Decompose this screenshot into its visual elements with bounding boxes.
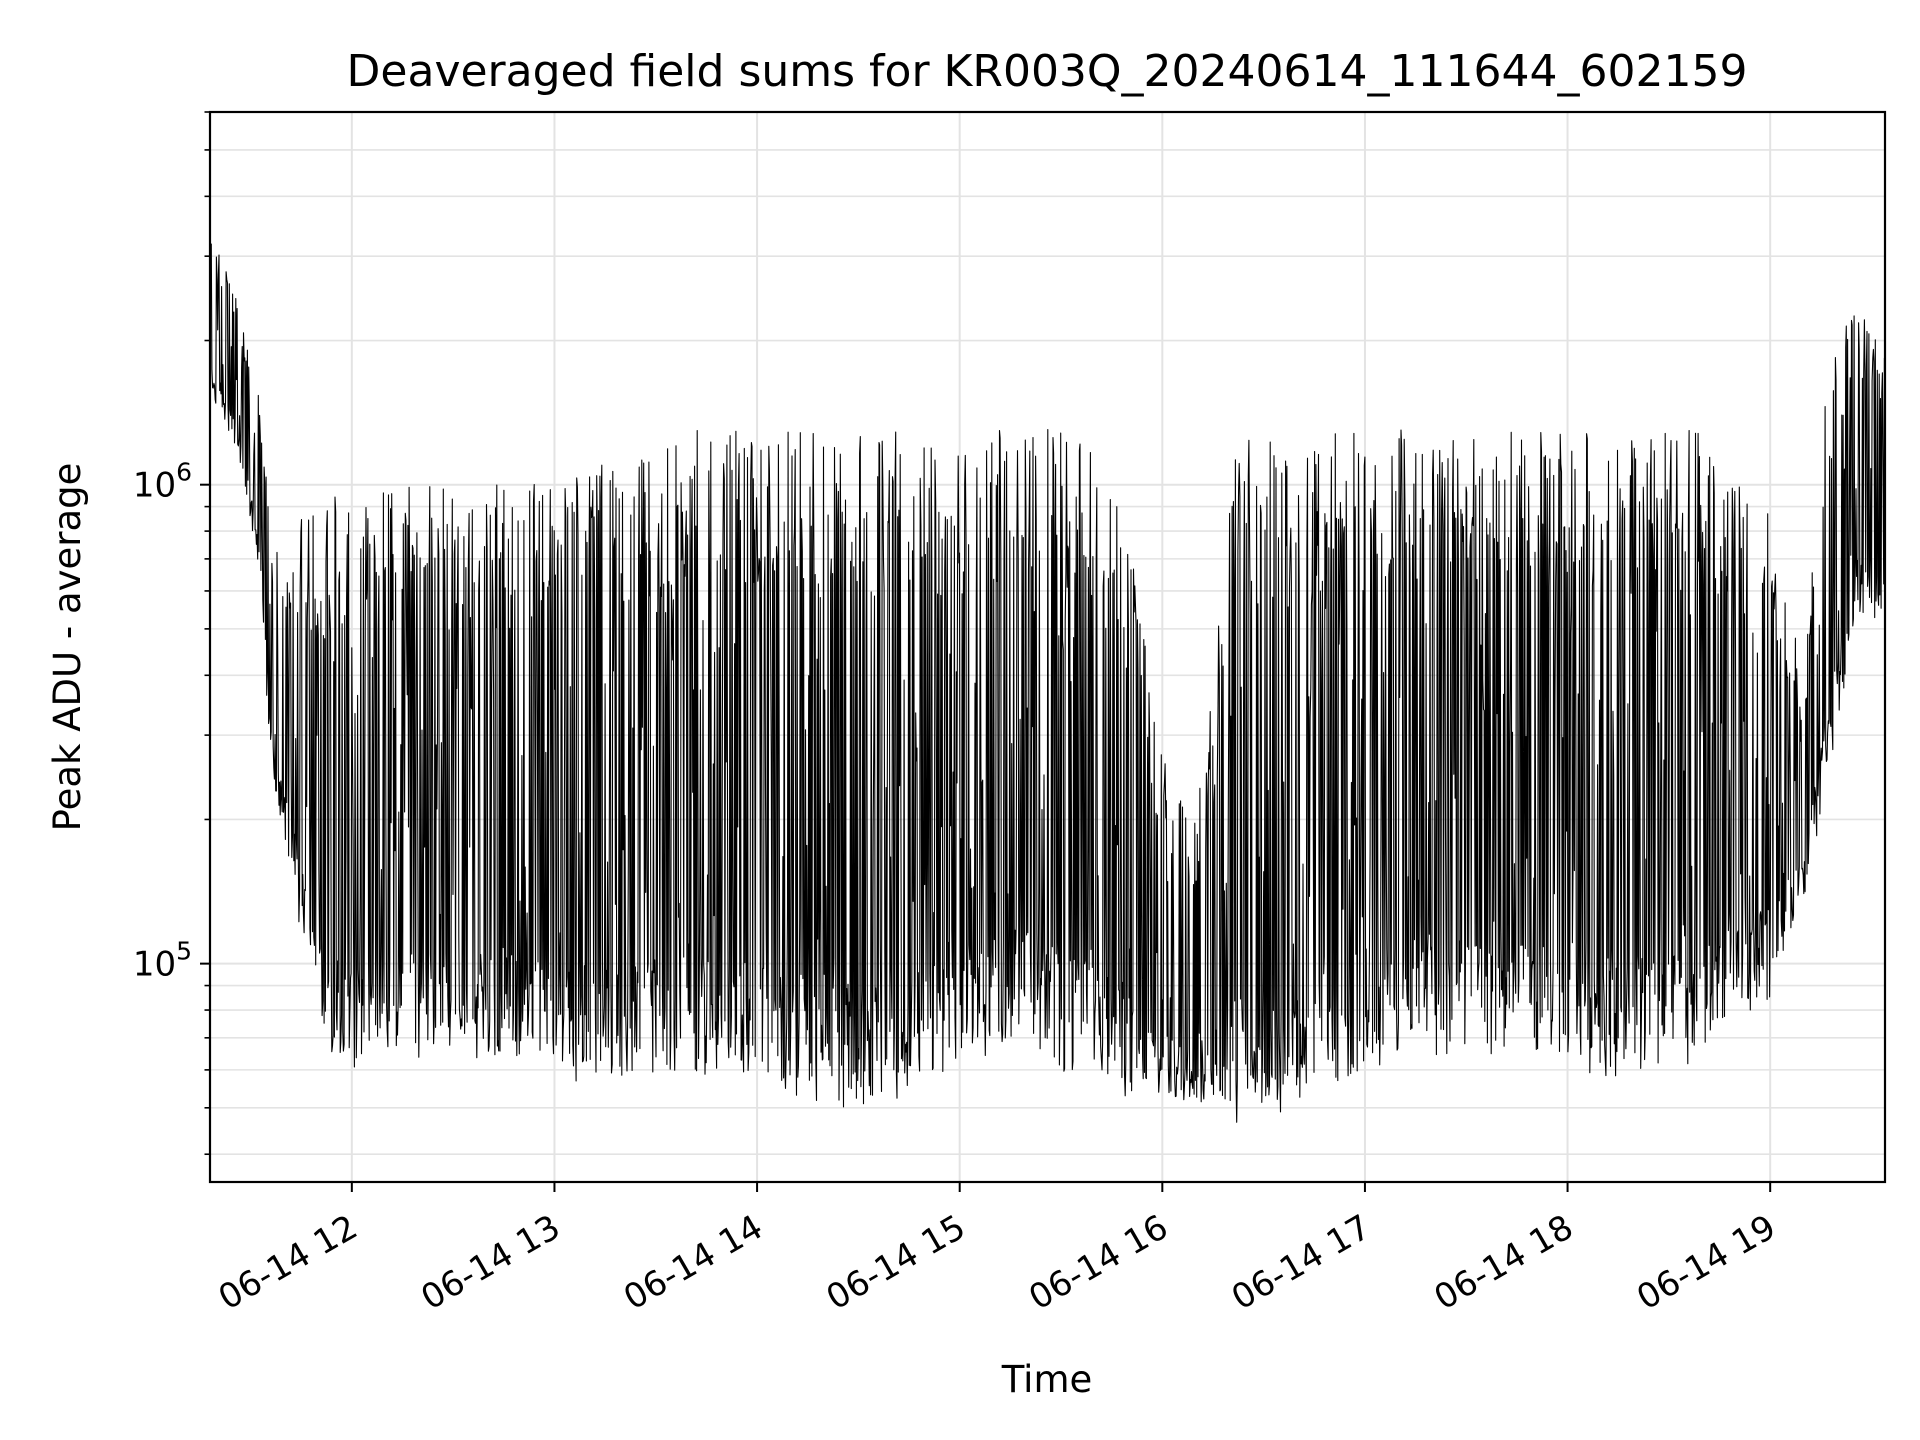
axes-frame xyxy=(208,110,1887,1184)
y-tick-label: 105 xyxy=(133,937,192,985)
y-axis-label: Peak ADU - average xyxy=(46,463,89,832)
series-line xyxy=(209,243,1886,1123)
plot-area xyxy=(209,243,1886,1123)
x-axis-label: Time xyxy=(1001,1358,1093,1401)
y-tick-label: 106 xyxy=(133,458,192,506)
chart-title: Deaveraged field sums for KR003Q_2024061… xyxy=(347,46,1748,97)
